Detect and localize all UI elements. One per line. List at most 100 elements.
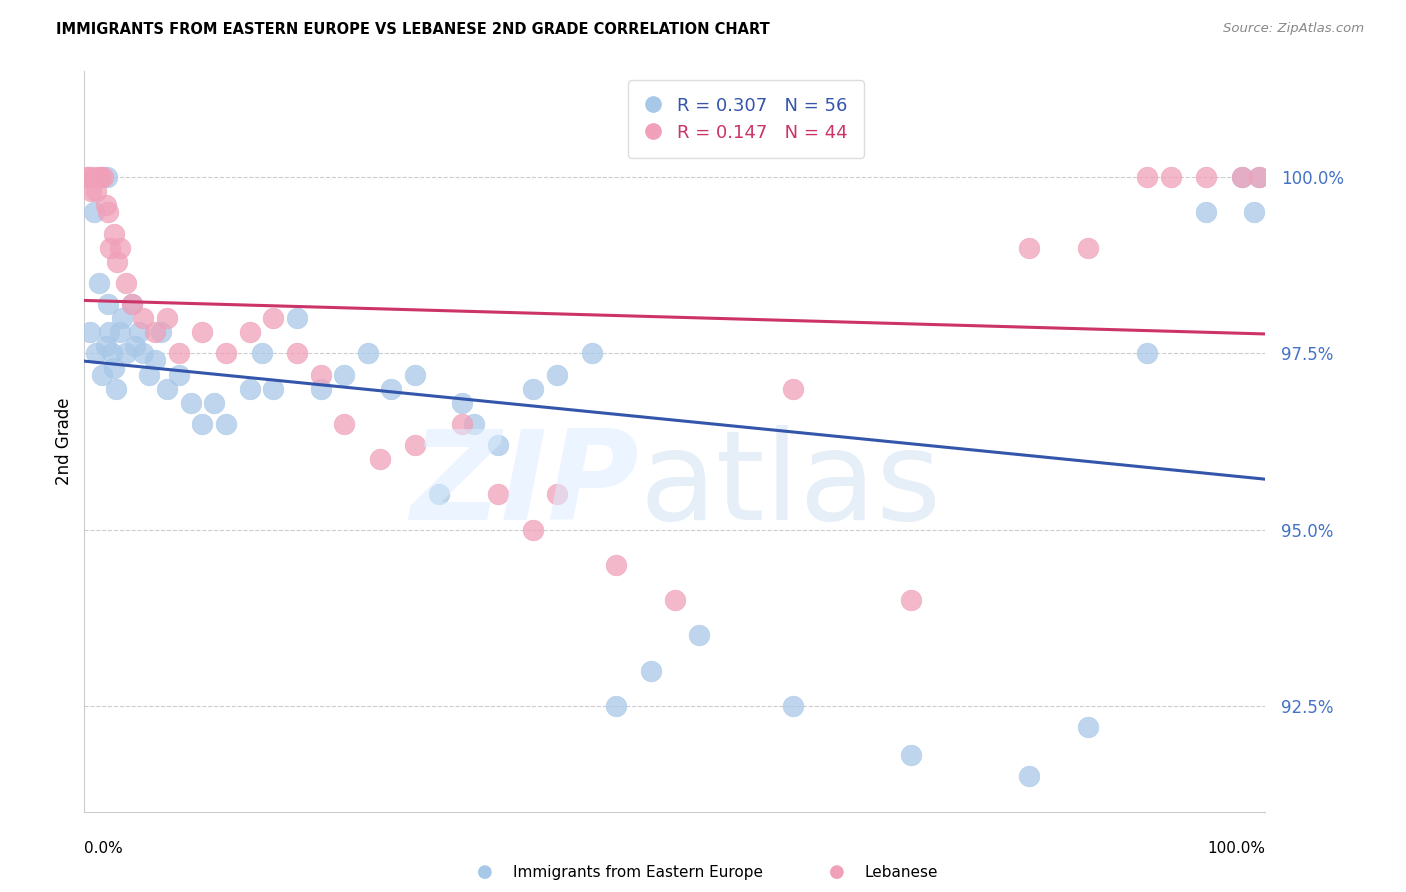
Point bbox=[900, 748, 922, 763]
Point bbox=[522, 523, 544, 537]
Point bbox=[309, 368, 332, 382]
Point bbox=[111, 311, 134, 326]
Point bbox=[239, 382, 262, 396]
Point bbox=[87, 276, 110, 290]
Point bbox=[191, 417, 214, 431]
Point bbox=[84, 184, 107, 198]
Point bbox=[79, 325, 101, 339]
Point bbox=[380, 382, 402, 396]
Point bbox=[156, 311, 179, 326]
Point bbox=[98, 325, 121, 339]
Point bbox=[103, 227, 125, 241]
Legend: R = 0.307   N = 56, R = 0.147   N = 44: R = 0.307 N = 56, R = 0.147 N = 44 bbox=[628, 80, 863, 158]
Point bbox=[138, 368, 160, 382]
Point bbox=[1136, 170, 1159, 185]
Point bbox=[262, 382, 284, 396]
Point bbox=[463, 417, 485, 431]
Text: 100.0%: 100.0% bbox=[1208, 841, 1265, 856]
Point bbox=[87, 170, 110, 185]
Point bbox=[1077, 720, 1099, 734]
Point bbox=[97, 297, 120, 311]
Point bbox=[451, 396, 474, 410]
Point bbox=[124, 339, 146, 353]
Point bbox=[782, 698, 804, 713]
Point bbox=[1160, 170, 1182, 185]
Point bbox=[782, 382, 804, 396]
Point bbox=[143, 325, 166, 339]
Point bbox=[77, 170, 100, 185]
Point bbox=[640, 664, 662, 678]
Point bbox=[1136, 346, 1159, 360]
Point bbox=[688, 628, 710, 642]
Point bbox=[239, 325, 262, 339]
Point bbox=[91, 368, 114, 382]
Point bbox=[114, 276, 136, 290]
Point bbox=[1018, 241, 1040, 255]
Point bbox=[191, 325, 214, 339]
Point bbox=[84, 346, 107, 360]
Point bbox=[1230, 170, 1253, 185]
Point bbox=[98, 241, 121, 255]
Point bbox=[1249, 170, 1271, 185]
Point bbox=[167, 346, 190, 360]
Text: ●: ● bbox=[477, 863, 494, 881]
Point bbox=[83, 205, 105, 219]
Point bbox=[605, 698, 627, 713]
Point bbox=[285, 346, 308, 360]
Point bbox=[522, 382, 544, 396]
Point bbox=[215, 346, 238, 360]
Point bbox=[80, 184, 103, 198]
Point bbox=[1195, 205, 1218, 219]
Point bbox=[250, 346, 273, 360]
Point bbox=[451, 417, 474, 431]
Text: ZIP: ZIP bbox=[411, 425, 640, 547]
Point bbox=[215, 417, 238, 431]
Point bbox=[121, 297, 143, 311]
Point bbox=[108, 241, 131, 255]
Point bbox=[107, 254, 129, 268]
Point bbox=[96, 170, 118, 185]
Point bbox=[1195, 170, 1218, 185]
Point bbox=[97, 205, 120, 219]
Point bbox=[546, 487, 568, 501]
Point bbox=[103, 360, 125, 375]
Point bbox=[100, 346, 122, 360]
Point bbox=[900, 593, 922, 607]
Point bbox=[91, 170, 114, 185]
Text: atlas: atlas bbox=[640, 425, 942, 547]
Y-axis label: 2nd Grade: 2nd Grade bbox=[55, 398, 73, 485]
Point bbox=[156, 382, 179, 396]
Point bbox=[150, 325, 173, 339]
Point bbox=[132, 346, 155, 360]
Point bbox=[546, 368, 568, 382]
Text: 0.0%: 0.0% bbox=[84, 841, 124, 856]
Point bbox=[108, 325, 131, 339]
Point bbox=[1243, 205, 1265, 219]
Point bbox=[167, 368, 190, 382]
Point bbox=[105, 382, 128, 396]
Point bbox=[368, 452, 391, 467]
Point bbox=[202, 396, 225, 410]
Point bbox=[262, 311, 284, 326]
Point bbox=[581, 346, 603, 360]
Text: ●: ● bbox=[828, 863, 845, 881]
Point bbox=[83, 170, 105, 185]
Point bbox=[1077, 241, 1099, 255]
Point bbox=[1230, 170, 1253, 185]
Point bbox=[486, 487, 509, 501]
Point bbox=[404, 438, 426, 452]
Point bbox=[357, 346, 380, 360]
Point bbox=[605, 558, 627, 572]
Point bbox=[90, 170, 112, 185]
Point bbox=[132, 311, 155, 326]
Point bbox=[128, 325, 150, 339]
Point bbox=[121, 297, 143, 311]
Point bbox=[114, 346, 136, 360]
Point bbox=[1018, 769, 1040, 783]
Text: IMMIGRANTS FROM EASTERN EUROPE VS LEBANESE 2ND GRADE CORRELATION CHART: IMMIGRANTS FROM EASTERN EUROPE VS LEBANE… bbox=[56, 22, 770, 37]
Point bbox=[309, 382, 332, 396]
Point bbox=[404, 368, 426, 382]
Point bbox=[180, 396, 202, 410]
Point bbox=[285, 311, 308, 326]
Point bbox=[486, 438, 509, 452]
